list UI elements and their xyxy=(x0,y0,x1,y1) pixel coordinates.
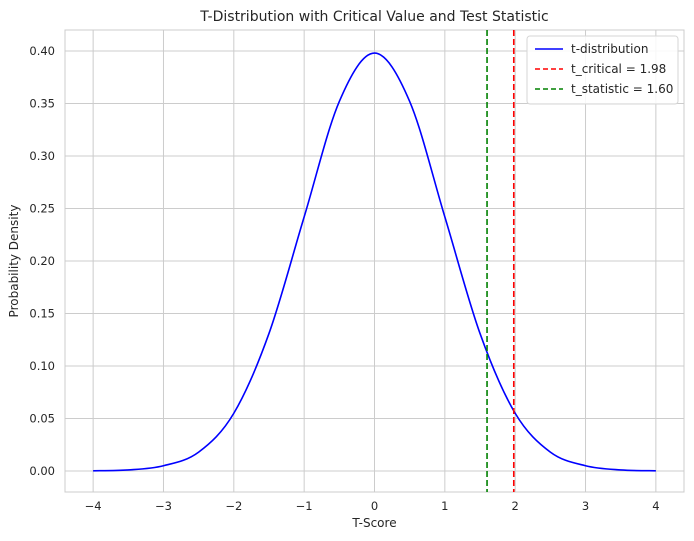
x-tick-label: 3 xyxy=(582,499,589,513)
series-layer xyxy=(93,30,656,492)
y-tick-label: 0.05 xyxy=(29,412,55,426)
x-tick-label: 1 xyxy=(441,499,448,513)
chart-title: T-Distribution with Critical Value and T… xyxy=(199,9,548,25)
y-ticks: 0.00 0.05 0.10 0.15 0.20 0.25 0.30 0.35 0.40 xyxy=(29,44,55,478)
x-tick-label: −4 xyxy=(85,499,102,513)
x-axis-label: T-Score xyxy=(351,516,396,530)
legend: t-distribution t_critical = 1.98 t_statist… xyxy=(526,35,679,105)
y-tick-label: 0.00 xyxy=(29,464,55,478)
legend-label: t_critical = 1.98 xyxy=(571,62,666,76)
legend-label: t_statistic = 1.60 xyxy=(571,82,673,96)
grid xyxy=(65,30,684,492)
y-tick-label: 0.40 xyxy=(29,44,55,58)
x-tick-label: 0 xyxy=(371,499,378,513)
y-tick-label: 0.20 xyxy=(29,254,55,268)
y-tick-label: 0.25 xyxy=(29,202,55,216)
y-axis-label: Probability Density xyxy=(7,205,21,318)
legend-box xyxy=(526,35,679,105)
x-tick-label: 4 xyxy=(652,499,659,513)
x-tick-label: 2 xyxy=(512,499,519,513)
y-tick-label: 0.30 xyxy=(29,149,55,163)
x-ticks: −4 −3 −2 −1 0 1 2 3 4 xyxy=(85,499,660,513)
x-tick-label: −3 xyxy=(155,499,172,513)
x-tick-label: −1 xyxy=(296,499,313,513)
series-line-t-distribution xyxy=(93,52,656,472)
y-tick-label: 0.35 xyxy=(29,97,55,111)
legend-label: t-distribution xyxy=(571,42,648,56)
y-tick-label: 0.10 xyxy=(29,359,55,373)
x-tick-label: −2 xyxy=(225,499,242,513)
y-tick-label: 0.15 xyxy=(29,307,55,321)
